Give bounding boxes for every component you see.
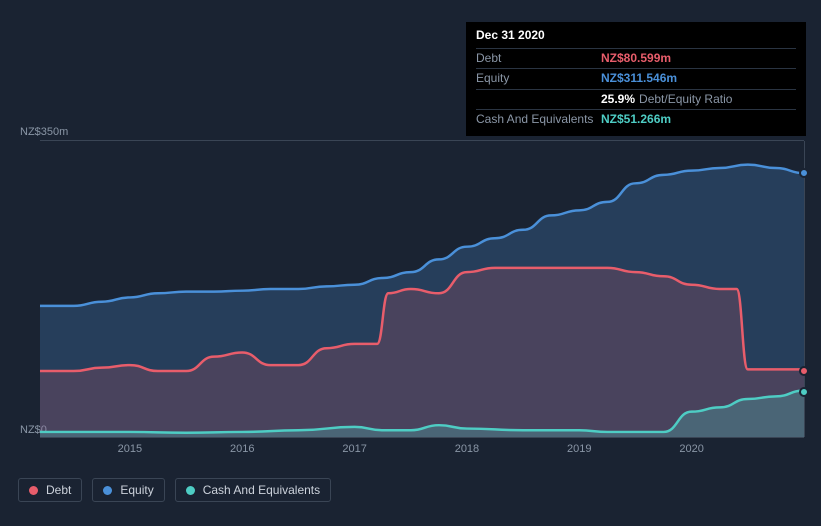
x-tick-label: 2019: [567, 443, 591, 455]
tooltip-row: 25.9%Debt/Equity Ratio: [476, 89, 796, 110]
y-tick-label: NZ$350m: [20, 126, 68, 138]
x-tick-label: 2015: [118, 443, 142, 455]
chart-container: Dec 31 2020 DebtNZ$80.599mEquityNZ$311.5…: [0, 0, 821, 526]
cash-marker-dot: [799, 387, 809, 397]
x-tick-label: 2018: [455, 443, 479, 455]
info-tooltip: Dec 31 2020 DebtNZ$80.599mEquityNZ$311.5…: [466, 22, 806, 136]
legend-dot: [186, 486, 195, 495]
debt-marker-dot: [799, 366, 809, 376]
tooltip-value: 25.9%Debt/Equity Ratio: [601, 92, 732, 108]
x-axis: 2015 2016 2017 2018 2019 2020: [40, 443, 804, 463]
tooltip-row: DebtNZ$80.599m: [476, 48, 796, 69]
legend-dot: [103, 486, 112, 495]
legend-item-cash-and-equivalents[interactable]: Cash And Equivalents: [175, 478, 331, 502]
tooltip-row: EquityNZ$311.546m: [476, 68, 796, 89]
x-tick-label: 2020: [679, 443, 703, 455]
x-tick-label: 2017: [342, 443, 366, 455]
equity-marker-dot: [799, 168, 809, 178]
legend-item-debt[interactable]: Debt: [18, 478, 82, 502]
tooltip-value: NZ$80.599m: [601, 51, 671, 67]
tooltip-date: Dec 31 2020: [476, 28, 796, 48]
tooltip-label: Debt: [476, 51, 601, 67]
tooltip-label: Equity: [476, 71, 601, 87]
x-tick-label: 2016: [230, 443, 254, 455]
tooltip-label: [476, 92, 601, 108]
chart-area: NZ$350mNZ$0 201520162017201820192020: [18, 120, 806, 460]
legend-label: Debt: [46, 483, 71, 497]
legend-label: Equity: [120, 483, 153, 497]
plot-area[interactable]: [40, 140, 804, 438]
legend: Debt Equity Cash And Equivalents: [18, 478, 331, 502]
legend-item-equity[interactable]: Equity: [92, 478, 164, 502]
plot-svg: [40, 141, 804, 437]
legend-dot: [29, 486, 38, 495]
tooltip-value: NZ$311.546m: [601, 71, 677, 87]
legend-label: Cash And Equivalents: [203, 483, 320, 497]
tooltip-rows: DebtNZ$80.599mEquityNZ$311.546m25.9%Debt…: [476, 48, 796, 130]
